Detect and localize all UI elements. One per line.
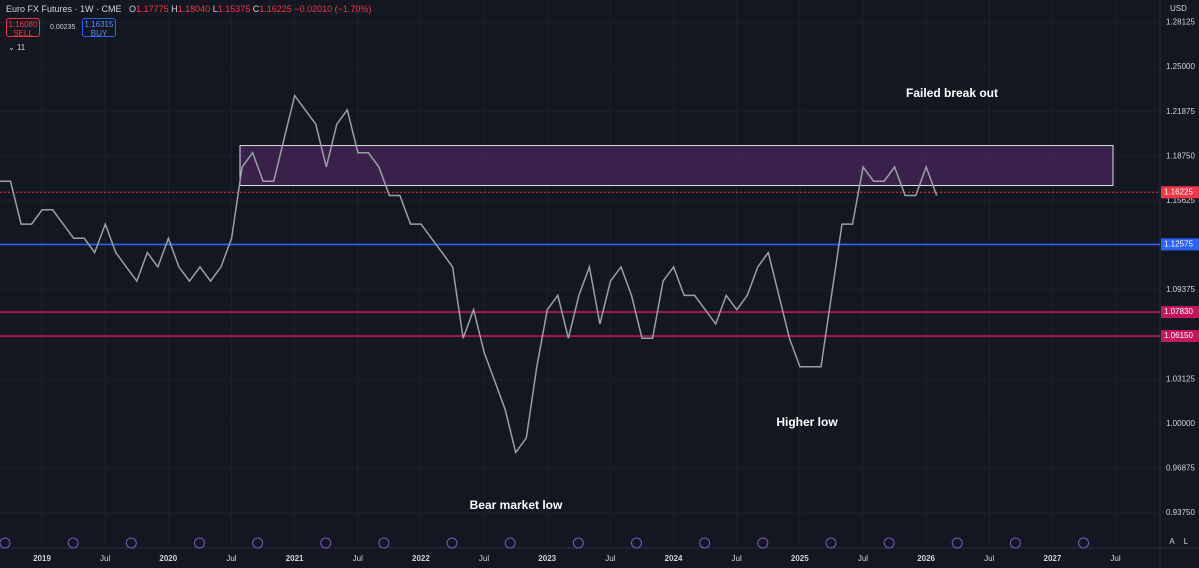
x-tick-label: 2021 xyxy=(286,554,304,563)
event-icon xyxy=(67,537,79,549)
high: 1.18040 xyxy=(177,4,211,14)
x-tick-label: Jul xyxy=(858,554,868,563)
event-icon xyxy=(378,537,390,549)
event-icon xyxy=(320,537,332,549)
y-tick-label: 1.09375 xyxy=(1166,285,1195,294)
price-line xyxy=(0,93,938,455)
event-icon xyxy=(951,537,963,549)
y-tick-label: 1.28125 xyxy=(1166,18,1195,27)
sell-price: 1.16080 xyxy=(8,20,38,29)
ohlc-label: C xyxy=(252,4,260,14)
y-tick-label: 1.00000 xyxy=(1166,419,1195,428)
y-tick-label: 0.93750 xyxy=(1166,508,1195,517)
change: −0.02010 (−1.70%) xyxy=(294,4,372,14)
level-tag xyxy=(1161,330,1199,343)
x-tick-label: 2022 xyxy=(412,554,430,563)
x-tick-label: 2019 xyxy=(33,554,51,563)
event-icon xyxy=(572,537,584,549)
ohlc-label: O xyxy=(129,4,137,14)
price-axis-panel xyxy=(1160,0,1199,568)
y-tick-label: 1.18750 xyxy=(1166,151,1195,160)
indicator-count: 11 xyxy=(16,43,26,52)
x-tick-label: 2024 xyxy=(665,554,683,563)
x-tick-label: 2025 xyxy=(791,554,809,563)
x-tick-label: 2020 xyxy=(159,554,177,563)
annotation: Failed break out xyxy=(906,86,998,100)
scale-auto[interactable]: A xyxy=(1169,537,1175,546)
y-tick-label: 1.03125 xyxy=(1166,374,1195,383)
event-icon xyxy=(757,537,769,549)
level-label: 1.16225 xyxy=(1164,187,1193,196)
indicator-toggle[interactable]: ⌄ 11 xyxy=(8,43,26,52)
event-icon xyxy=(252,537,264,549)
open: 1.17775 xyxy=(136,4,169,14)
x-tick-label: Jul xyxy=(479,554,489,563)
event-icon xyxy=(504,537,516,549)
y-tick-label: 0.96875 xyxy=(1166,464,1195,473)
event-icon xyxy=(825,537,837,549)
level-tag xyxy=(1161,186,1199,199)
event-icon xyxy=(699,537,711,549)
event-icon xyxy=(446,537,458,549)
event-icon xyxy=(125,537,137,549)
x-tick-label: Jul xyxy=(605,554,615,563)
x-tick-label: Jul xyxy=(226,554,236,563)
level-label: 1.07830 xyxy=(1164,307,1193,316)
annotation: Bear market low xyxy=(470,498,563,512)
x-tick-label: Jul xyxy=(100,554,110,563)
event-icon xyxy=(631,537,642,549)
close: 1.16225 xyxy=(259,4,292,14)
event-icon xyxy=(883,537,895,549)
level-label: 1.12575 xyxy=(1164,239,1193,248)
annotation: Higher low xyxy=(776,415,838,429)
x-tick-label: 2023 xyxy=(538,554,556,563)
x-tick-label: Jul xyxy=(1110,554,1120,563)
x-tick-label: Jul xyxy=(984,554,994,563)
level-tag xyxy=(1161,306,1199,319)
ohlc-label: L xyxy=(212,4,218,14)
x-tick-label: Jul xyxy=(732,554,742,563)
ohlc-label: H xyxy=(171,4,178,14)
zone xyxy=(239,145,1114,187)
symbol-info: Euro FX Futures · 1W · CME O1.17775 H1.1… xyxy=(6,4,371,14)
spread: 0.00235 xyxy=(50,24,76,31)
buy-label: BUY xyxy=(90,29,108,38)
scale-log[interactable]: L xyxy=(1184,537,1189,546)
buy-button[interactable]: 1.16315 BUY xyxy=(82,18,116,38)
event-icon xyxy=(1078,537,1090,549)
x-tick-label: Jul xyxy=(353,554,363,563)
symbol[interactable]: Euro FX Futures · 1W · CME xyxy=(6,4,122,14)
y-tick-label: 1.21875 xyxy=(1166,107,1195,116)
x-tick-label: 2026 xyxy=(917,554,935,563)
x-tick-label: 2027 xyxy=(1044,554,1062,563)
currency: USD xyxy=(1170,4,1187,13)
event-icon xyxy=(193,537,205,549)
level-label: 1.06150 xyxy=(1164,331,1193,340)
event-icon xyxy=(0,537,11,549)
y-tick-label: 1.25000 xyxy=(1166,62,1195,71)
sell-button[interactable]: 1.16080 SELL xyxy=(6,18,40,38)
sell-label: SELL xyxy=(13,29,33,38)
low: 1.15375 xyxy=(217,4,251,14)
event-icon xyxy=(1009,537,1021,549)
buy-price: 1.16315 xyxy=(84,20,114,29)
level-tag xyxy=(1161,238,1199,251)
y-tick-label: 1.15625 xyxy=(1166,196,1195,205)
